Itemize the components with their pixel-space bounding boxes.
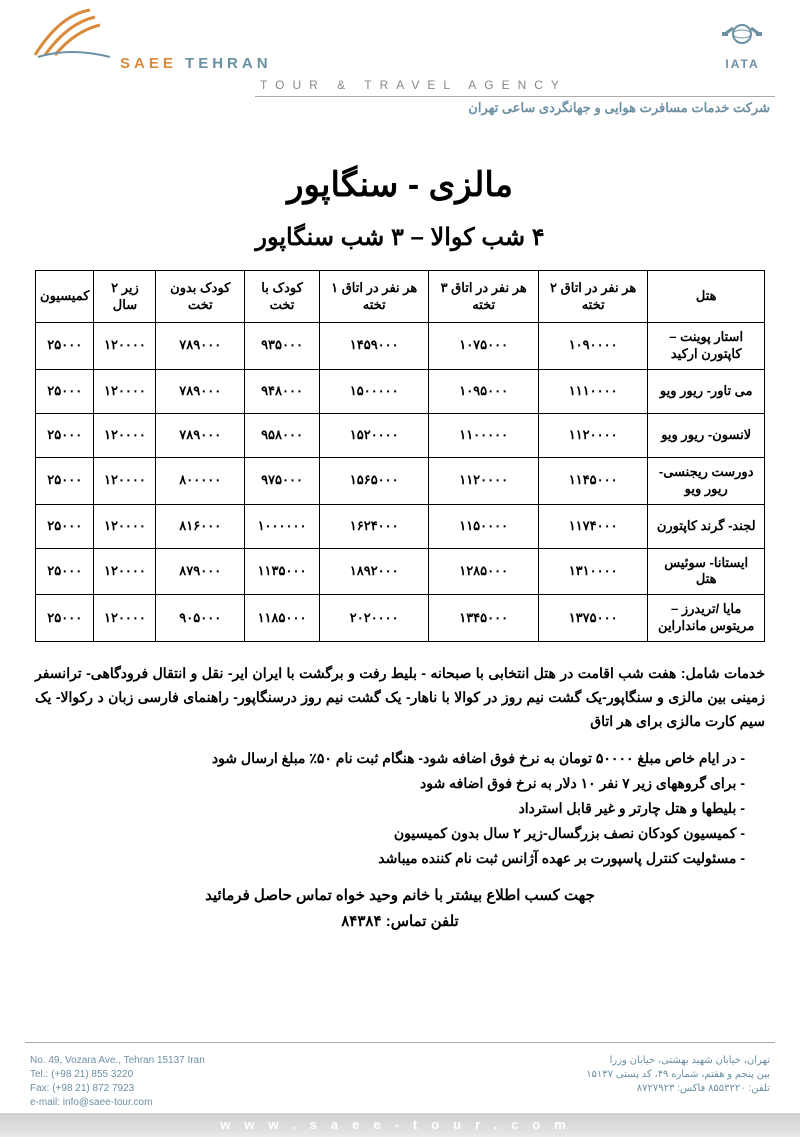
- header-rule: [255, 96, 775, 97]
- table-cell: ۷۸۹۰۰۰: [156, 413, 245, 457]
- table-cell: ۱۲۰۰۰۰: [94, 413, 156, 457]
- table-cell: ۱۳۴۵۰۰۰: [429, 595, 538, 642]
- notes-list: در ایام خاص مبلغ ۵۰۰۰۰ تومان به نرخ فوق …: [35, 746, 765, 872]
- table-row: ایستانا- سوئیس هتل۱۳۱۰۰۰۰۱۲۸۵۰۰۰۱۸۹۲۰۰۰۱…: [36, 548, 765, 595]
- table-cell: ۲۵۰۰۰: [36, 595, 94, 642]
- table-row: استار پوینت – کاپتورن ارکید۱۰۹۰۰۰۰۱۰۷۵۰۰…: [36, 323, 765, 370]
- table-cell: ۱۸۹۲۰۰۰: [319, 548, 428, 595]
- table-cell: ۹۵۸۰۰۰: [245, 413, 320, 457]
- table-cell: ۷۸۹۰۰۰: [156, 369, 245, 413]
- table-header-cell: هتل: [648, 271, 765, 323]
- table-cell: ۱۰۰۰۰۰۰: [245, 504, 320, 548]
- table-header-cell: کمیسیون: [36, 271, 94, 323]
- table-row: دورست ریجنسی- ریور ویو۱۱۴۵۰۰۰۱۱۲۰۰۰۰۱۵۶۵…: [36, 457, 765, 504]
- note-item: کمیسیون کودکان نصف بزرگسال-زیر ۲ سال بدو…: [35, 821, 745, 846]
- table-cell: ۲۰۲۰۰۰۰: [319, 595, 428, 642]
- table-cell: ۱۰۹۰۰۰۰: [538, 323, 647, 370]
- table-cell: ۱۱۰۰۰۰۰: [429, 413, 538, 457]
- table-cell: ۱۱۵۰۰۰۰: [429, 504, 538, 548]
- table-cell: استار پوینت – کاپتورن ارکید: [648, 323, 765, 370]
- table-cell: ۲۵۰۰۰: [36, 548, 94, 595]
- table-cell: ۱۲۰۰۰۰: [94, 457, 156, 504]
- table-row: لجند- گرند کاپتورن۱۱۷۴۰۰۰۱۱۵۰۰۰۰۱۶۲۴۰۰۰۱…: [36, 504, 765, 548]
- table-cell: ۷۸۹۰۰۰: [156, 323, 245, 370]
- table-cell: ۱۱۴۵۰۰۰: [538, 457, 647, 504]
- footer-url: www.saee-tour.com: [0, 1113, 800, 1137]
- table-cell: ۱۴۵۹۰۰۰: [319, 323, 428, 370]
- brand-name-en: SAEE TEHRAN: [120, 55, 272, 72]
- table-cell: ۹۷۵۰۰۰: [245, 457, 320, 504]
- document-title: مالزی - سنگاپور: [35, 165, 765, 205]
- table-cell: ۱۱۲۰۰۰۰: [429, 457, 538, 504]
- table-cell: می تاور- ریور ویو: [648, 369, 765, 413]
- table-cell: ۲۵۰۰۰: [36, 369, 94, 413]
- note-item: برای گروههای زیر ۷ نفر ۱۰ دلار به نرخ فو…: [35, 771, 745, 796]
- table-cell: ۲۵۰۰۰: [36, 323, 94, 370]
- table-header-cell: هر نفر در اتاق ۱ تخته: [319, 271, 428, 323]
- price-table: هتلهر نفر در اتاق ۲ تختههر نفر در اتاق ۳…: [35, 270, 765, 642]
- note-item: در ایام خاص مبلغ ۵۰۰۰۰ تومان به نرخ فوق …: [35, 746, 745, 771]
- table-cell: ۱۱۸۵۰۰۰: [245, 595, 320, 642]
- table-cell: ۱۳۷۵۰۰۰: [538, 595, 647, 642]
- table-cell: ۱۱۳۵۰۰۰: [245, 548, 320, 595]
- footer-rule: [25, 1042, 775, 1043]
- table-cell: ۹۰۵۰۰۰: [156, 595, 245, 642]
- table-cell: لانسون- ریور ویو: [648, 413, 765, 457]
- services-text: خدمات شامل: هفت شب اقامت در هتل انتخابی …: [35, 662, 765, 733]
- table-cell: ۱۱۷۴۰۰۰: [538, 504, 647, 548]
- contact-line2: تلفن تماس: ۸۴۳۸۴: [35, 909, 765, 935]
- note-item: مسئولیت کنترل پاسپورت بر عهده آژانس ثبت …: [35, 846, 745, 871]
- table-cell: ۱۲۰۰۰۰: [94, 369, 156, 413]
- table-cell: دورست ریجنسی- ریور ویو: [648, 457, 765, 504]
- table-header-cell: هر نفر در اتاق ۳ تخته: [429, 271, 538, 323]
- table-cell: مایا /تریدرز – مریتوس مانداراین: [648, 595, 765, 642]
- saee-logo-icon: [30, 5, 120, 70]
- table-cell: ۱۱۱۰۰۰۰: [538, 369, 647, 413]
- document-body: مالزی - سنگاپور ۴ شب کوالا – ۳ شب سنگاپو…: [0, 135, 800, 934]
- table-header-cell: زیر ۲ سال: [94, 271, 156, 323]
- table-cell: ۱۶۲۴۰۰۰: [319, 504, 428, 548]
- table-cell: لجند- گرند کاپتورن: [648, 504, 765, 548]
- table-cell: ایستانا- سوئیس هتل: [648, 548, 765, 595]
- table-header-cell: کودک بدون تخت: [156, 271, 245, 323]
- table-cell: ۲۵۰۰۰: [36, 504, 94, 548]
- table-cell: ۲۵۰۰۰: [36, 457, 94, 504]
- table-row: مایا /تریدرز – مریتوس مانداراین۱۳۷۵۰۰۰۱۳…: [36, 595, 765, 642]
- table-cell: ۱۰۷۵۰۰۰: [429, 323, 538, 370]
- note-item: بلیطها و هتل چارتر و غیر قابل استرداد: [35, 796, 745, 821]
- table-cell: ۱۲۰۰۰۰: [94, 323, 156, 370]
- table-cell: ۱۵۶۵۰۰۰: [319, 457, 428, 504]
- table-cell: ۹۴۸۰۰۰: [245, 369, 320, 413]
- table-cell: ۱۲۰۰۰۰: [94, 548, 156, 595]
- table-cell: ۸۰۰۰۰۰: [156, 457, 245, 504]
- iata-label: IATA: [715, 57, 770, 71]
- contact-line1: جهت کسب اطلاع بیشتر با خانم وحید خواه تم…: [35, 883, 765, 909]
- table-cell: ۸۱۶۰۰۰: [156, 504, 245, 548]
- table-cell: ۱۳۱۰۰۰۰: [538, 548, 647, 595]
- contact-block: جهت کسب اطلاع بیشتر با خانم وحید خواه تم…: [35, 883, 765, 934]
- tagline-en: TOUR & TRAVEL AGENCY: [260, 78, 567, 92]
- table-header-cell: هر نفر در اتاق ۲ تخته: [538, 271, 647, 323]
- footer-address-en: No. 49, Vozara Ave., Tehran 15137 IranTe…: [30, 1054, 205, 1110]
- document-subtitle: ۴ شب کوالا – ۳ شب سنگاپور: [35, 223, 765, 252]
- table-cell: ۱۵۰۰۰۰۰: [319, 369, 428, 413]
- table-row: لانسون- ریور ویو۱۱۲۰۰۰۰۱۱۰۰۰۰۰۱۵۲۰۰۰۰۹۵۸…: [36, 413, 765, 457]
- footer-address-fa: تهران، خیابان شهید بهشتی، خیابان وزرابین…: [586, 1054, 770, 1096]
- table-cell: ۱۵۲۰۰۰۰: [319, 413, 428, 457]
- table-header-cell: کودک با تخت: [245, 271, 320, 323]
- iata-logo-icon: IATA: [715, 20, 770, 71]
- table-cell: ۲۵۰۰۰: [36, 413, 94, 457]
- table-cell: ۹۳۵۰۰۰: [245, 323, 320, 370]
- table-cell: ۱۱۲۰۰۰۰: [538, 413, 647, 457]
- table-cell: ۱۲۰۰۰۰: [94, 595, 156, 642]
- table-cell: ۸۷۹۰۰۰: [156, 548, 245, 595]
- table-cell: ۱۲۸۵۰۰۰: [429, 548, 538, 595]
- company-name-fa: شرکت خدمات مسافرت هوایی و جهانگردی ساعی …: [468, 100, 770, 116]
- table-cell: ۱۲۰۰۰۰: [94, 504, 156, 548]
- table-row: می تاور- ریور ویو۱۱۱۰۰۰۰۱۰۹۵۰۰۰۱۵۰۰۰۰۰۹۴…: [36, 369, 765, 413]
- letterhead-header: IATA SAEE TEHRAN TOUR & TRAVEL AGENCY شر…: [0, 0, 800, 135]
- table-cell: ۱۰۹۵۰۰۰: [429, 369, 538, 413]
- letterhead-footer: No. 49, Vozara Ave., Tehran 15137 IranTe…: [0, 1042, 800, 1137]
